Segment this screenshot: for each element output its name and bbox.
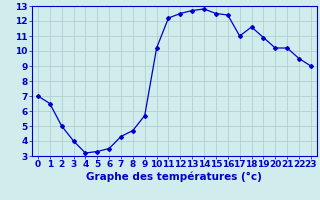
X-axis label: Graphe des températures (°c): Graphe des températures (°c) — [86, 172, 262, 182]
